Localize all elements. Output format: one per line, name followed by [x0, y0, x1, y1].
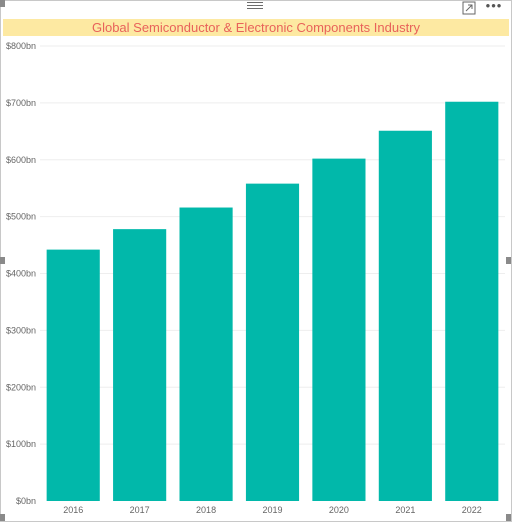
y-tick-label: $300bn — [6, 325, 36, 335]
chart-title-bar: Global Semiconductor & Electronic Compon… — [3, 19, 509, 36]
x-tick-label: 2021 — [395, 505, 415, 515]
resize-handle-left[interactable] — [0, 257, 5, 264]
resize-handle-bottom-left[interactable] — [0, 514, 5, 521]
y-tick-label: $200bn — [6, 382, 36, 392]
x-tick-label: 2022 — [462, 505, 482, 515]
x-tick-label: 2016 — [63, 505, 83, 515]
more-options-icon[interactable]: ••• — [485, 0, 503, 13]
bar-2019[interactable] — [245, 183, 300, 501]
drag-handle-icon[interactable] — [247, 2, 263, 10]
chart-title: Global Semiconductor & Electronic Compon… — [91, 20, 421, 35]
bar-2021[interactable] — [378, 130, 432, 501]
x-tick-label: 2020 — [329, 505, 349, 515]
y-tick-label: $500bn — [6, 212, 36, 222]
y-tick-label: $700bn — [6, 98, 36, 108]
x-tick-label: 2018 — [196, 505, 216, 515]
focus-mode-icon[interactable] — [462, 1, 476, 15]
y-tick-label: $100bn — [6, 439, 36, 449]
y-axis: $0bn $100bn $200bn $300bn $400bn $500bn $600bn… — [6, 41, 36, 506]
resize-handle-top-left[interactable] — [0, 0, 5, 7]
y-tick-label: $800bn — [6, 41, 36, 51]
bar-2018[interactable] — [179, 207, 233, 501]
y-tick-label: $400bn — [6, 269, 36, 279]
resize-handle-bottom-right[interactable] — [506, 514, 511, 521]
bar-2022[interactable] — [445, 101, 499, 502]
bar-2017[interactable] — [113, 229, 167, 501]
x-tick-label: 2019 — [262, 505, 282, 515]
y-tick-label: $0bn — [16, 496, 36, 506]
y-tick-label: $600bn — [6, 155, 36, 165]
bar-2016[interactable] — [46, 249, 100, 501]
x-tick-label: 2017 — [130, 505, 150, 515]
x-axis: 2016 2017 2018 2019 2020 2021 2022 — [63, 505, 482, 515]
resize-handle-right[interactable] — [506, 257, 511, 264]
bar-2020[interactable] — [312, 158, 366, 502]
bars — [46, 101, 499, 502]
